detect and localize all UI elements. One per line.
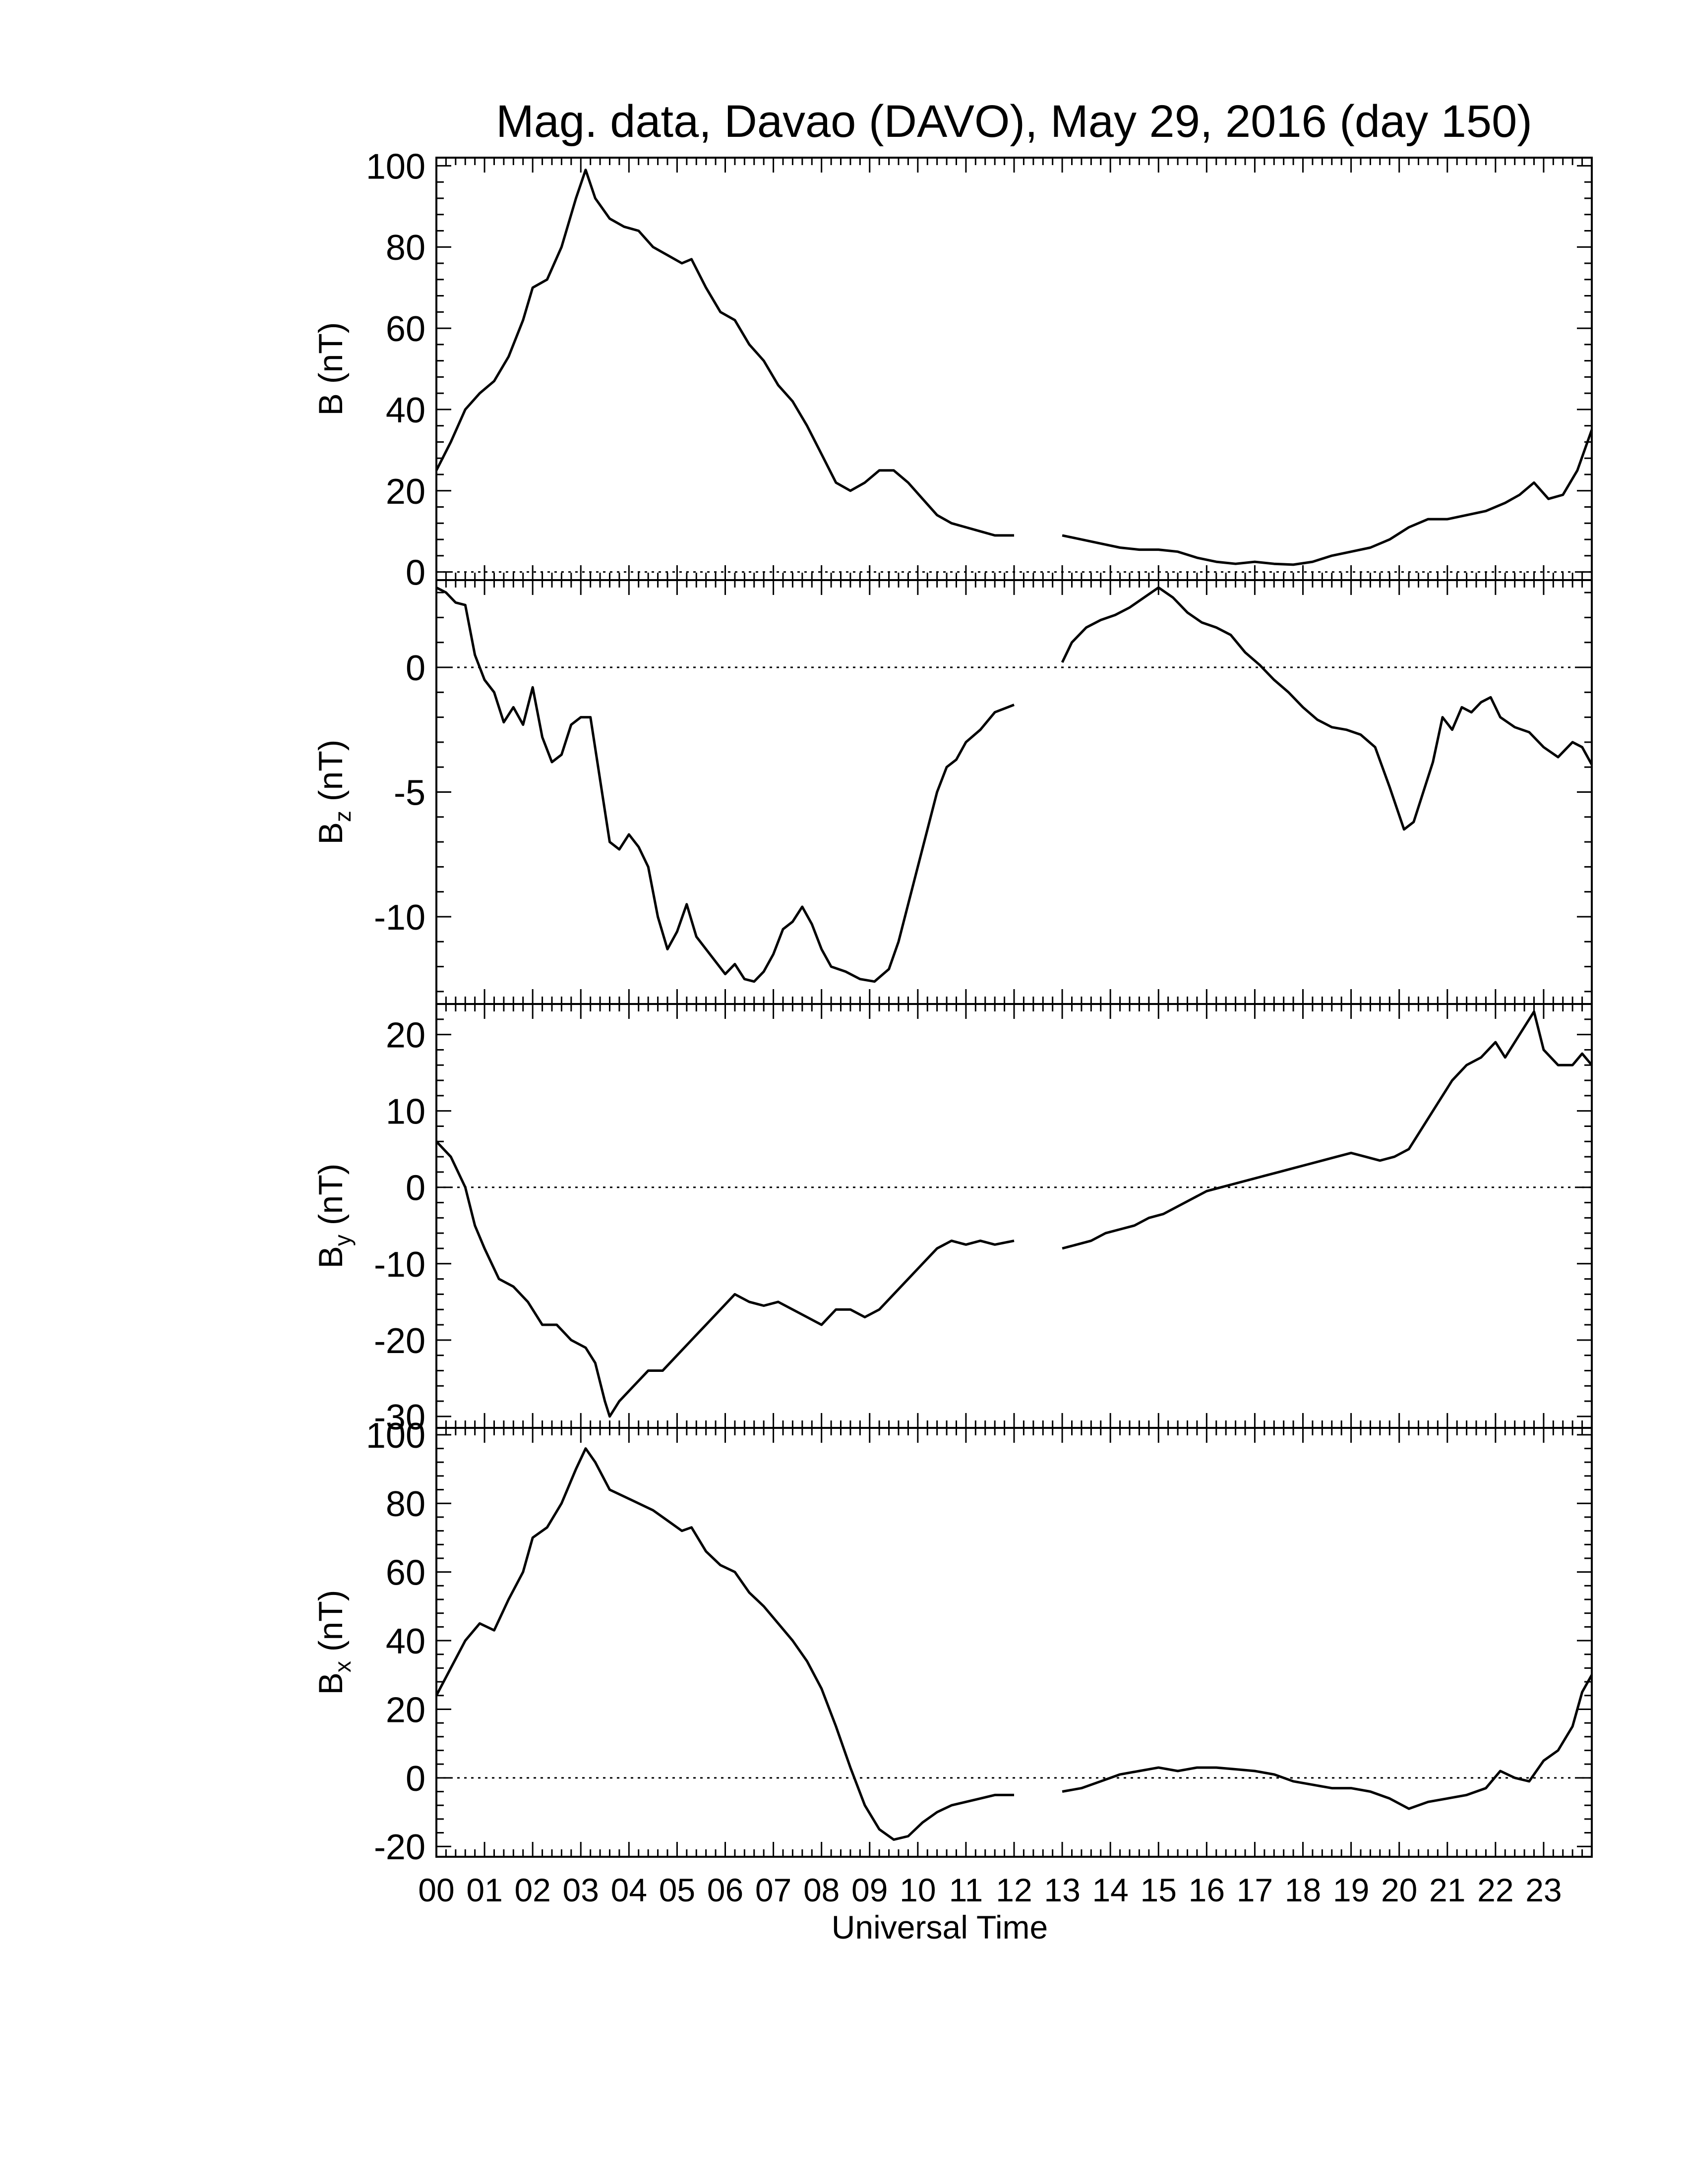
x-tick-label: 02 xyxy=(514,1872,550,1908)
y-tick-label: 60 xyxy=(386,309,425,349)
y-label-subscript: x xyxy=(330,1661,356,1672)
y-label-main: B xyxy=(312,822,350,844)
y-axis-label: Bx (nT) xyxy=(312,1590,356,1695)
data-line-segment-2 xyxy=(1062,1010,1593,1250)
y-label-unit: (nT) xyxy=(312,740,350,811)
y-tick-label: 80 xyxy=(386,228,425,268)
data-line-segment-1 xyxy=(435,1140,1015,1418)
x-tick-label: 04 xyxy=(611,1872,647,1908)
x-tick-label: 19 xyxy=(1333,1872,1369,1908)
y-tick-label: -10 xyxy=(374,1245,425,1285)
data-line-segment-2 xyxy=(1061,586,1593,831)
y-axis-label: Bz (nT) xyxy=(312,740,356,845)
y-tick-label: 100 xyxy=(366,147,425,186)
x-tick-label: 00 xyxy=(418,1872,454,1908)
panel-frame xyxy=(435,1427,1593,1858)
data-line-segment-1 xyxy=(435,169,1014,537)
y-tick-label: 60 xyxy=(386,1553,425,1593)
chart-title: Mag. data, Davao (DAVO), May 29, 2016 (d… xyxy=(496,96,1532,147)
y-label-subscript: y xyxy=(330,1235,356,1246)
x-tick-label: 11 xyxy=(949,1872,983,1908)
y-tick-label: 0 xyxy=(406,1169,425,1208)
y-tick-label: 20 xyxy=(386,472,425,512)
x-tick-label: 08 xyxy=(803,1872,840,1908)
y-tick-label: -20 xyxy=(374,1321,425,1361)
y-tick-label: 20 xyxy=(386,1016,425,1056)
x-tick-label: 17 xyxy=(1237,1872,1273,1908)
y-tick-label: 0 xyxy=(406,1759,425,1799)
x-tick-label: 05 xyxy=(659,1872,695,1908)
y-label-main: B xyxy=(312,393,350,415)
y-tick-label: -20 xyxy=(374,1828,425,1867)
x-axis-label: Universal Time xyxy=(832,1909,1048,1946)
data-line-segment-2 xyxy=(1062,429,1593,566)
x-tick-label: 20 xyxy=(1381,1872,1417,1908)
y-tick-label: 0 xyxy=(406,649,425,688)
y-tick-label: 0 xyxy=(406,553,425,593)
x-tick-label: 14 xyxy=(1092,1872,1128,1908)
y-axis-label: By (nT) xyxy=(312,1164,356,1269)
panel-4: 100 80 60 40 20 0 -20 Bx (nT) xyxy=(312,1416,1593,1867)
y-label-unit: (nT) xyxy=(312,1590,350,1661)
panel-3: 20 10 0 -10 -20 -30 By (nT) xyxy=(312,1003,1593,1437)
y-label-unit: (nT) xyxy=(312,322,350,394)
y-tick-label: 40 xyxy=(386,391,425,430)
panel-frame xyxy=(435,579,1593,1005)
y-tick-label: 100 xyxy=(366,1416,425,1456)
x-tick-label: 03 xyxy=(563,1872,599,1908)
x-tick-label: 22 xyxy=(1477,1872,1513,1908)
y-label-main: B xyxy=(312,1246,350,1268)
x-tick-label: 01 xyxy=(466,1872,502,1908)
panel-1: 0 20 40 60 80 100 B (nT) xyxy=(312,147,1593,593)
x-tick-label: 23 xyxy=(1525,1872,1562,1908)
data-line-segment-1 xyxy=(435,1447,1014,1841)
panel-2: 0 -5 -10 Bz (nT) xyxy=(312,579,1593,1005)
y-label-subscript: z xyxy=(330,811,356,822)
x-tick-label: 16 xyxy=(1189,1872,1225,1908)
x-tick-label: 10 xyxy=(900,1872,936,1908)
y-tick-label: 20 xyxy=(386,1690,425,1730)
y-label-main: B xyxy=(312,1672,350,1695)
x-tick-label: 07 xyxy=(755,1872,791,1908)
y-tick-label: -5 xyxy=(394,773,425,813)
y-axis-label: B (nT) xyxy=(312,322,350,416)
y-tick-label: -30 xyxy=(374,1398,425,1437)
y-tick-label: 40 xyxy=(386,1622,425,1661)
x-tick-label: 21 xyxy=(1429,1872,1465,1908)
x-tick-label: 06 xyxy=(707,1872,743,1908)
x-tick-label: 15 xyxy=(1141,1872,1177,1908)
x-tick-label: 13 xyxy=(1044,1872,1080,1908)
x-tick-label: 18 xyxy=(1285,1872,1321,1908)
y-tick-label: 80 xyxy=(386,1484,425,1524)
panel-frame xyxy=(435,157,1593,581)
x-tick-label: 09 xyxy=(851,1872,888,1908)
y-tick-label: 10 xyxy=(386,1092,425,1132)
panel-frame xyxy=(435,1003,1593,1429)
y-tick-label: -10 xyxy=(374,898,425,938)
y-label-unit: (nT) xyxy=(312,1164,350,1235)
data-line-segment-1 xyxy=(435,586,1015,983)
data-line-segment-2 xyxy=(1062,1674,1593,1810)
x-tick-label: 12 xyxy=(996,1872,1032,1908)
